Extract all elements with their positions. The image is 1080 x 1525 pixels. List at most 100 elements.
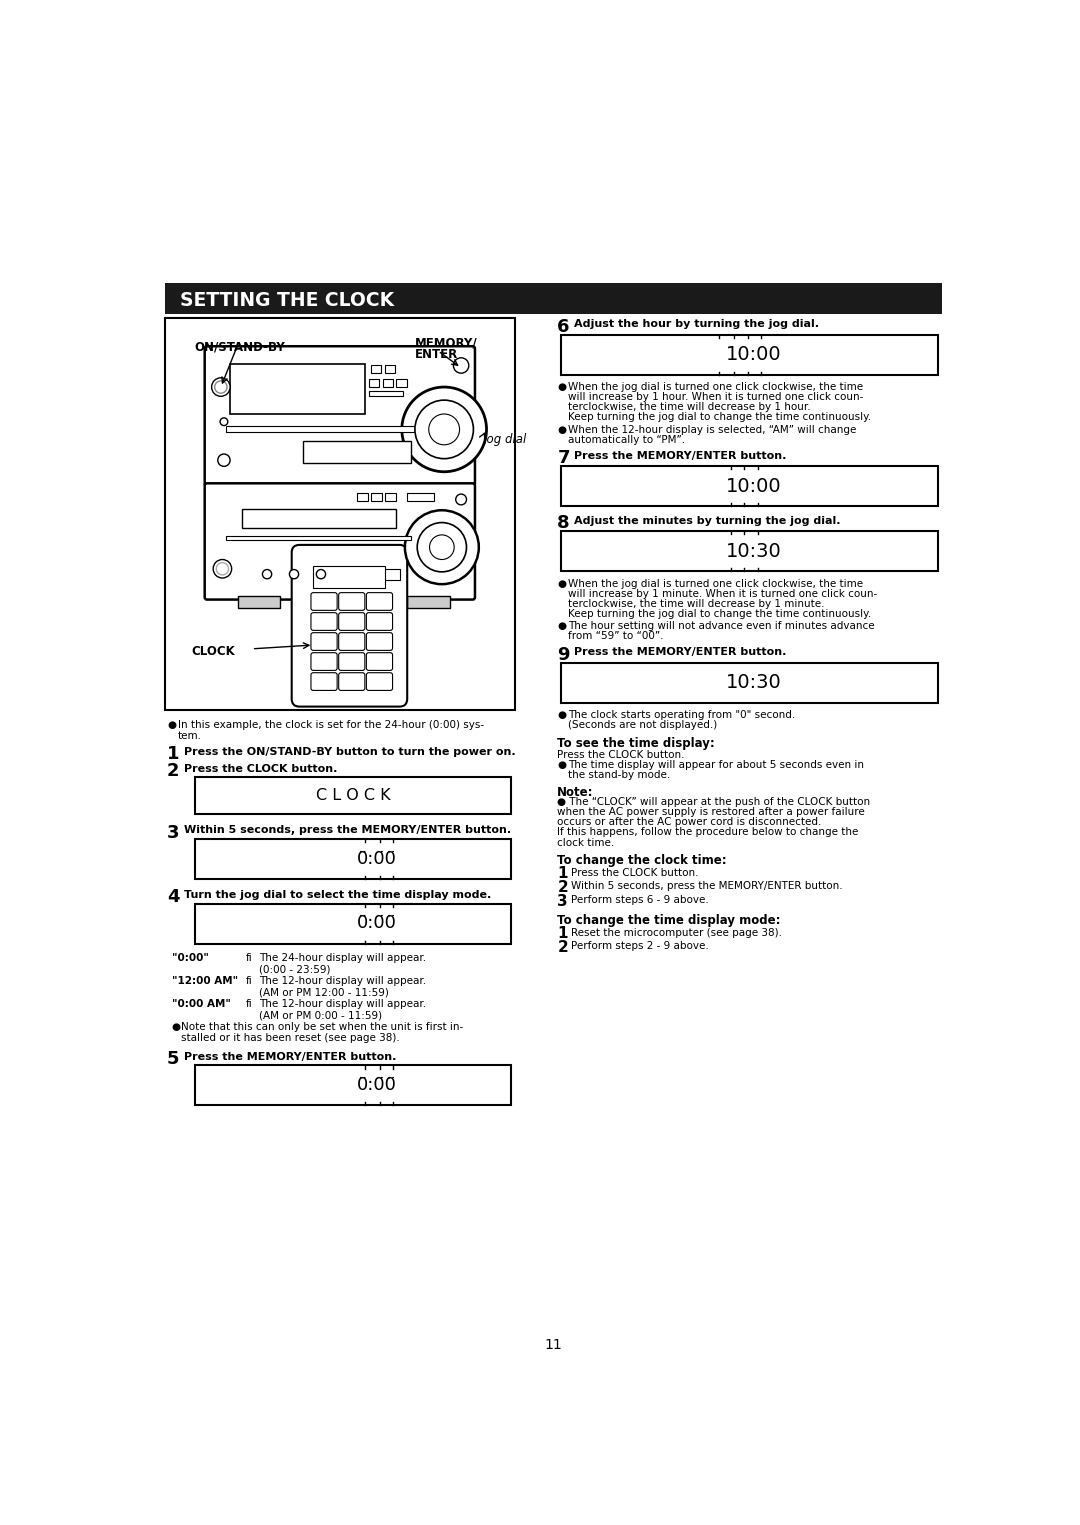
- FancyBboxPatch shape: [339, 633, 365, 650]
- Text: (0:00 - 23:59): (0:00 - 23:59): [259, 964, 330, 974]
- FancyBboxPatch shape: [339, 613, 365, 630]
- Text: SETTING THE CLOCK: SETTING THE CLOCK: [180, 291, 394, 310]
- Bar: [313, 566, 384, 589]
- Text: terclockwise, the time will decrease by 1 hour.: terclockwise, the time will decrease by …: [568, 403, 811, 412]
- Text: 9: 9: [557, 645, 570, 663]
- Text: Press the CLOCK button.: Press the CLOCK button.: [557, 750, 685, 759]
- FancyBboxPatch shape: [366, 653, 392, 671]
- Text: "0:00": "0:00": [172, 953, 208, 962]
- Text: Press the MEMORY/ENTER button.: Press the MEMORY/ENTER button.: [575, 647, 786, 657]
- FancyBboxPatch shape: [205, 483, 475, 599]
- Text: (AM or PM 0:00 - 11:59): (AM or PM 0:00 - 11:59): [259, 1011, 382, 1020]
- Text: clock time.: clock time.: [557, 837, 615, 848]
- Text: "0:00 AM": "0:00 AM": [172, 999, 230, 1010]
- Text: Note that this can only be set when the unit is first in-: Note that this can only be set when the …: [180, 1022, 463, 1032]
- Text: 5: 5: [167, 1051, 179, 1068]
- Text: ●: ●: [557, 383, 566, 392]
- Text: The clock starts operating from "0" second.: The clock starts operating from "0" seco…: [568, 711, 795, 720]
- Text: ●: ●: [167, 720, 176, 730]
- Text: ENTER: ENTER: [415, 348, 458, 361]
- Bar: [195, 1066, 511, 1106]
- Text: from “59” to “00”.: from “59” to “00”.: [568, 631, 663, 640]
- Bar: [407, 596, 449, 608]
- FancyBboxPatch shape: [311, 593, 337, 610]
- Text: The 24-hour display will appear.: The 24-hour display will appear.: [259, 953, 427, 962]
- Text: CLOCK: CLOCK: [191, 645, 235, 657]
- Text: 3: 3: [557, 894, 568, 909]
- Circle shape: [216, 563, 229, 575]
- FancyBboxPatch shape: [311, 673, 337, 691]
- Text: To see the time display:: To see the time display:: [557, 738, 715, 750]
- Text: 7: 7: [557, 450, 570, 468]
- Text: ●: ●: [557, 711, 566, 720]
- FancyBboxPatch shape: [311, 653, 337, 671]
- Bar: [562, 663, 939, 703]
- Bar: [368, 380, 379, 387]
- Text: ●: ●: [557, 425, 566, 435]
- Text: The 12-hour display will appear.: The 12-hour display will appear.: [259, 999, 427, 1010]
- Text: 4: 4: [167, 889, 179, 906]
- Bar: [368, 390, 403, 397]
- FancyBboxPatch shape: [366, 613, 392, 630]
- Circle shape: [430, 535, 455, 560]
- Bar: [382, 380, 393, 387]
- Bar: [303, 441, 411, 462]
- Text: The hour setting will not advance even if minutes advance: The hour setting will not advance even i…: [568, 621, 875, 631]
- FancyBboxPatch shape: [311, 613, 337, 630]
- FancyBboxPatch shape: [205, 346, 475, 485]
- Text: Press the MEMORY/ENTER button.: Press the MEMORY/ENTER button.: [184, 1052, 396, 1061]
- Text: Press the CLOCK button.: Press the CLOCK button.: [571, 868, 699, 877]
- Text: 11: 11: [544, 1337, 563, 1353]
- Text: MEMORY/: MEMORY/: [415, 337, 477, 351]
- Text: 10:00: 10:00: [726, 346, 782, 364]
- Text: automatically to “PM”.: automatically to “PM”.: [568, 435, 685, 445]
- Text: fi: fi: [245, 976, 253, 987]
- Circle shape: [454, 358, 469, 374]
- Text: will increase by 1 minute. When it is turned one click coun-: will increase by 1 minute. When it is tu…: [568, 589, 877, 599]
- Text: 2: 2: [557, 880, 568, 895]
- Text: When the 12-hour display is selected, “AM” will change: When the 12-hour display is selected, “A…: [568, 425, 856, 435]
- Text: C L O C K: C L O C K: [316, 788, 391, 804]
- Circle shape: [429, 413, 460, 445]
- Text: "12:00 AM": "12:00 AM": [172, 976, 238, 987]
- Text: Press the CLOCK button.: Press the CLOCK button.: [184, 764, 337, 773]
- FancyBboxPatch shape: [339, 673, 365, 691]
- Text: 8: 8: [557, 514, 570, 532]
- Text: (AM or PM 12:00 - 11:59): (AM or PM 12:00 - 11:59): [259, 988, 389, 997]
- Text: ●: ●: [557, 621, 566, 631]
- Circle shape: [415, 400, 473, 459]
- Text: 1: 1: [167, 746, 179, 762]
- Text: 1: 1: [557, 926, 568, 941]
- Text: 6: 6: [557, 317, 570, 336]
- Text: 1: 1: [557, 866, 568, 881]
- Bar: [207, 349, 473, 483]
- Text: If this happens, follow the procedure below to change the: If this happens, follow the procedure be…: [557, 828, 859, 837]
- Circle shape: [212, 378, 230, 396]
- Text: 2: 2: [167, 762, 179, 781]
- Text: (Seconds are not displayed.): (Seconds are not displayed.): [568, 720, 717, 730]
- Text: will increase by 1 hour. When it is turned one click coun-: will increase by 1 hour. When it is turn…: [568, 392, 864, 403]
- FancyBboxPatch shape: [366, 593, 392, 610]
- Bar: [384, 366, 395, 374]
- Circle shape: [289, 569, 299, 580]
- Text: tem.: tem.: [178, 732, 202, 741]
- Text: stalled or it has been reset (see page 38).: stalled or it has been reset (see page 3…: [180, 1032, 400, 1043]
- Text: 10:30: 10:30: [726, 541, 782, 561]
- Bar: [372, 493, 382, 502]
- Text: ●: ●: [172, 1022, 180, 1032]
- Text: when the AC power supply is restored after a power failure: when the AC power supply is restored aft…: [557, 807, 865, 817]
- Text: Perform steps 2 - 9 above.: Perform steps 2 - 9 above.: [571, 941, 708, 952]
- Text: ●: ●: [557, 759, 566, 770]
- Bar: [396, 380, 407, 387]
- Text: ON/STAND-BY: ON/STAND-BY: [194, 342, 285, 354]
- Text: Within 5 seconds, press the MEMORY/ENTER button.: Within 5 seconds, press the MEMORY/ENTER…: [571, 881, 842, 892]
- Circle shape: [316, 569, 325, 580]
- Bar: [562, 334, 939, 375]
- Text: Within 5 seconds, press the MEMORY/ENTER button.: Within 5 seconds, press the MEMORY/ENTER…: [184, 825, 511, 836]
- Text: Note:: Note:: [557, 785, 594, 799]
- Text: Press the MEMORY/ENTER button.: Press the MEMORY/ENTER button.: [575, 451, 786, 461]
- Bar: [195, 839, 511, 878]
- Bar: [164, 284, 943, 314]
- Bar: [164, 317, 515, 711]
- Bar: [562, 531, 939, 570]
